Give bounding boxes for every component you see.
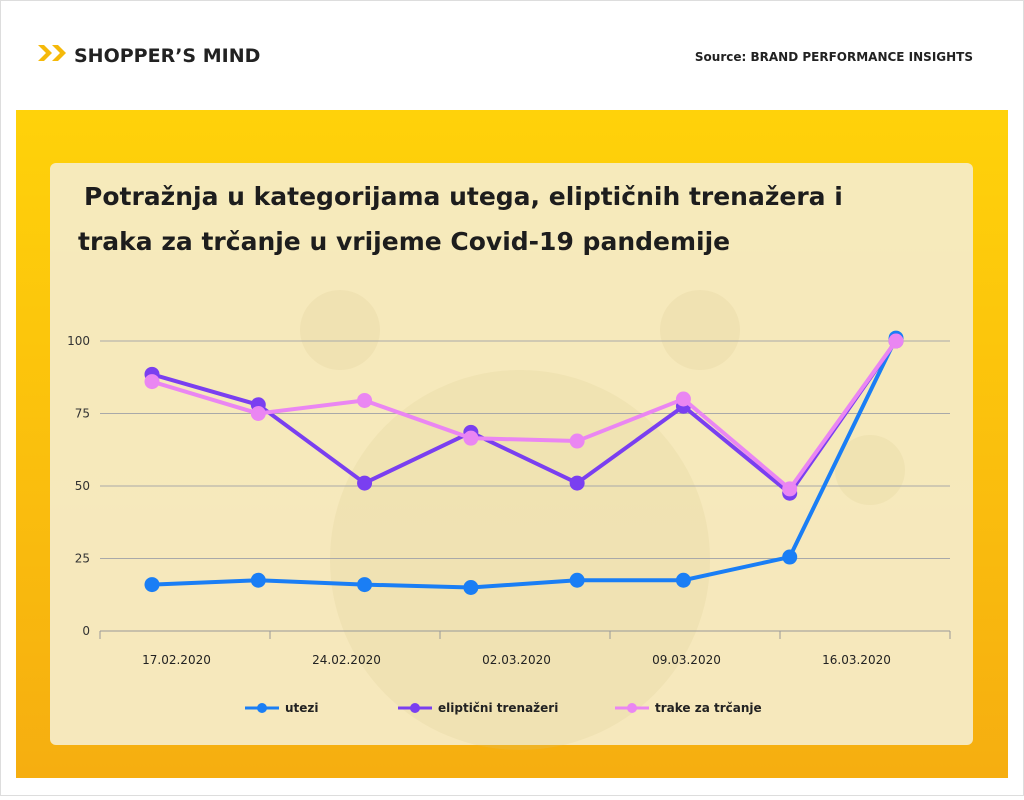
chart-title: Potražnja u kategorijama utega, eliptičn… [78,182,843,256]
x-tick-label: 17.02.2020 [142,653,211,667]
legend-label: trake za trčanje [655,701,762,715]
point [144,577,160,593]
point [463,580,479,595]
point [357,392,373,408]
legend-label: utezi [285,701,319,715]
point [144,374,160,390]
y-tick-label: 75 [75,407,90,421]
legend-marker [257,703,267,713]
point [782,549,798,565]
x-tick-label: 02.03.2020 [482,653,551,667]
series-line [151,337,898,590]
x-tick-label: 16.03.2020 [822,653,891,667]
card [50,163,973,745]
series-line [151,339,898,492]
point [357,475,373,491]
legend-marker [627,703,637,713]
point [569,572,585,588]
point [250,572,266,588]
logo-icon [38,45,66,61]
point [675,391,691,407]
x-tick-label: 24.02.2020 [312,653,381,667]
source: Source: BRAND PERFORMANCE INSIGHTS [695,50,973,64]
point [569,433,585,449]
y-tick-label: 100 [67,334,90,348]
point [888,333,904,349]
legend-marker [410,703,420,713]
point [569,475,585,491]
y-tick-label: 50 [75,479,90,493]
series-line [151,339,898,497]
x-tick-label: 09.03.2020 [652,653,721,667]
y-tick-label: 0 [82,624,90,638]
decoration [300,290,905,750]
point [357,577,373,593]
y-tick-label: 25 [75,552,90,566]
point [782,481,798,497]
point [675,572,691,588]
logo: SHOPPER’S MIND [74,45,260,67]
point [250,406,266,421]
legend-label: eliptični trenažeri [438,701,558,715]
point [463,430,479,446]
